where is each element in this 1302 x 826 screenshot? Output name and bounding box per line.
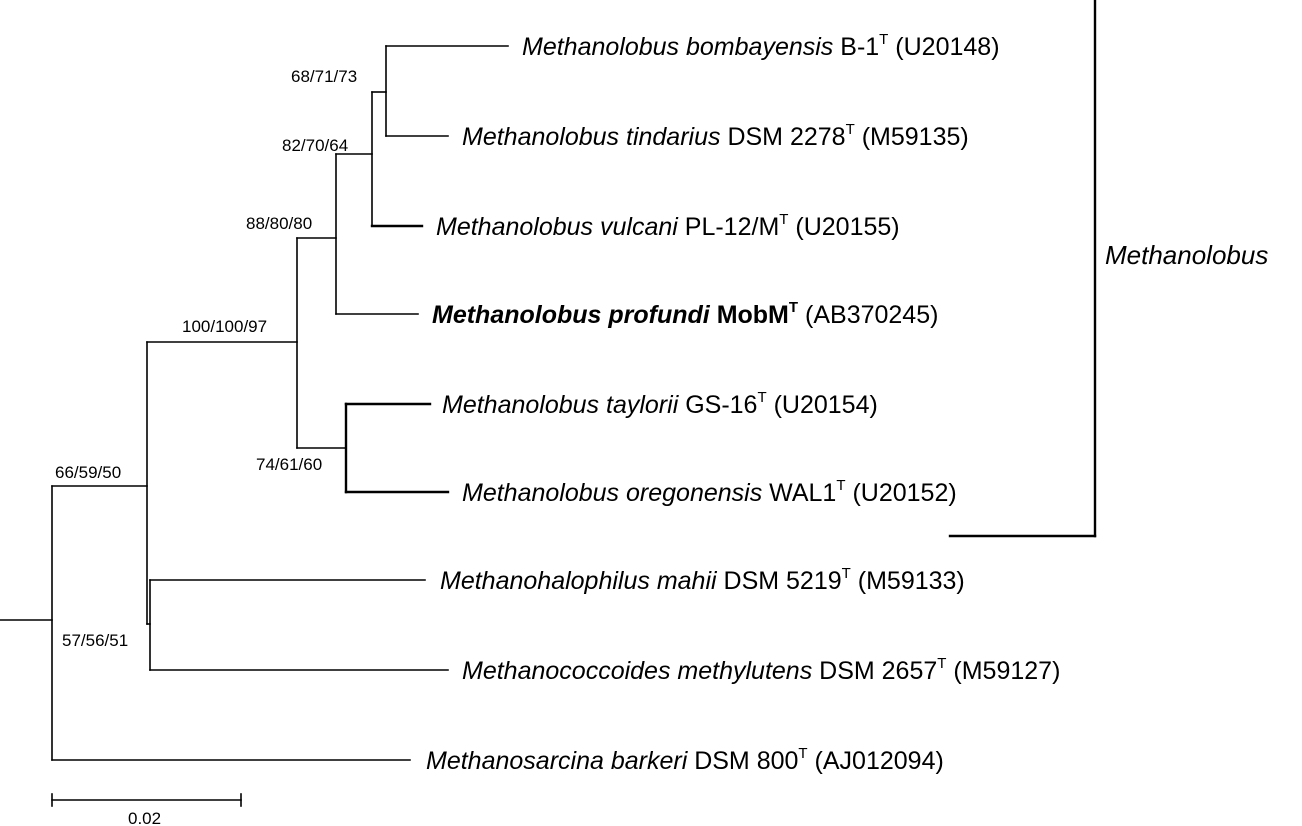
taxon-label: Methanolobus vulcani PL-12/MT (U20155)	[436, 211, 900, 241]
taxon-label: Methanolobus taylorii GS-16T (U20154)	[442, 389, 878, 419]
clade-label: Methanolobus	[1105, 240, 1268, 270]
bootstrap-label: 88/80/80	[246, 214, 312, 233]
scale-bar-label: 0.02	[128, 809, 161, 826]
bootstrap-label: 100/100/97	[182, 317, 267, 336]
taxon-label: Methanococcoides methylutens DSM 2657T (…	[462, 655, 1060, 685]
bootstrap-label: 57/56/51	[62, 631, 128, 650]
taxon-label: Methanolobus bombayensis B-1T (U20148)	[522, 31, 1000, 61]
taxon-label-highlighted: Methanolobus profundi MobMT (AB370245)	[432, 299, 938, 329]
bootstrap-label: 82/70/64	[282, 136, 348, 155]
taxon-label: Methanosarcina barkeri DSM 800T (AJ01209…	[426, 745, 944, 775]
taxon-label: Methanohalophilus mahii DSM 5219T (M5913…	[440, 565, 965, 595]
bootstrap-label: 74/61/60	[256, 455, 322, 474]
taxon-label: Methanolobus tindarius DSM 2278T (M59135…	[462, 121, 969, 151]
bootstrap-label: 68/71/73	[291, 67, 357, 86]
bootstrap-label: 66/59/50	[55, 463, 121, 482]
taxon-label: Methanolobus oregonensis WAL1T (U20152)	[462, 477, 957, 507]
